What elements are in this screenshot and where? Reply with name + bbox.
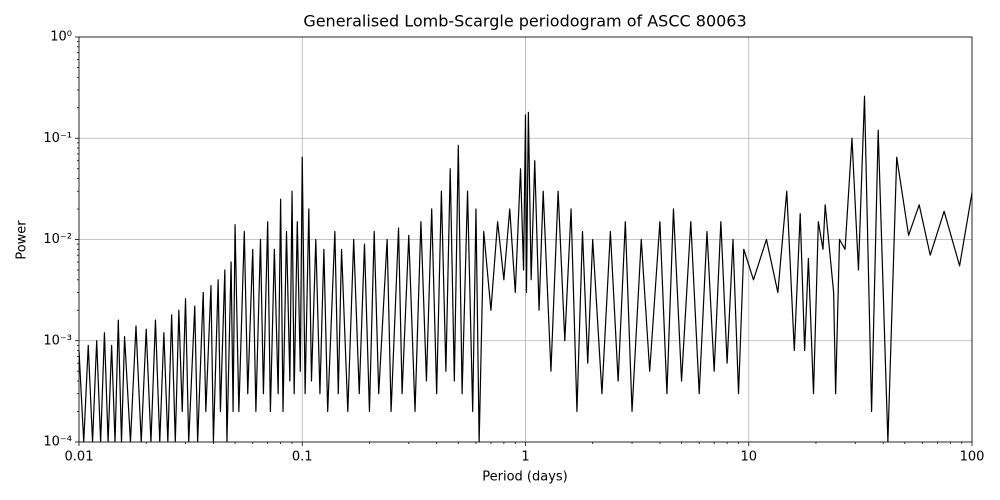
x-tick-label: 0.1 xyxy=(292,450,313,465)
x-tick-label: 100 xyxy=(960,450,985,465)
x-tick-label: 0.01 xyxy=(65,450,94,465)
chart-title: Generalised Lomb-Scargle periodogram of … xyxy=(303,12,746,31)
x-tick-label: 10 xyxy=(740,450,757,465)
y-tick-label: 10⁰ xyxy=(50,30,72,45)
y-tick-label: 10⁻² xyxy=(43,232,72,247)
x-axis-label: Period (days) xyxy=(482,470,568,485)
plot-frame xyxy=(78,36,973,443)
plot-area xyxy=(79,95,972,442)
y-tick-label: 10⁻⁴ xyxy=(43,435,72,450)
x-tick-label: 1 xyxy=(521,450,529,465)
y-axis-label: Power xyxy=(15,220,30,260)
y-tick-label: 10⁻¹ xyxy=(43,131,72,146)
y-tick-label: 10⁻³ xyxy=(43,333,72,348)
data-line xyxy=(79,95,972,442)
